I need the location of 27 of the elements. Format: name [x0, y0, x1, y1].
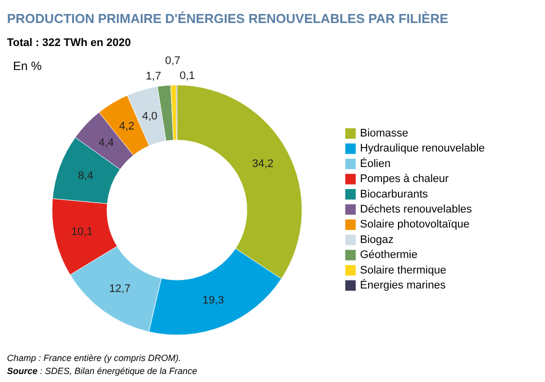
- data-label: 0,7: [165, 55, 180, 68]
- chart-subtitle: Total : 322 TWh en 2020: [7, 37, 131, 49]
- legend-label: Pompes à chaleur: [360, 173, 449, 186]
- legend-label: Solaire photovoltaïque: [360, 218, 470, 231]
- legend-label: Énergies marines: [360, 278, 446, 292]
- text: Champ : France entière (y compris DROM).: [7, 352, 182, 365]
- text: Source : SDES, Bilan énergétique de la France: [7, 365, 198, 378]
- legend-label: Biocarburants: [360, 188, 428, 200]
- data-label: 19,3: [202, 294, 224, 307]
- legend-label: Hydraulique renouvelable: [360, 142, 485, 155]
- chart-title: PRODUCTION PRIMAIRE D'ÉNERGIES RENOUVELABLES PAR FILIÈRE: [7, 11, 448, 26]
- data-label: 8,4: [78, 170, 94, 182]
- legend-label: Éolien: [360, 156, 391, 170]
- data-label: 34,2: [252, 158, 274, 170]
- legend-label: Biomasse: [360, 128, 408, 140]
- legend-label: Déchets renouvelables: [360, 204, 472, 216]
- data-label: 4,0: [142, 110, 158, 122]
- data-label: 4,4: [98, 136, 114, 149]
- legend-label: Solaire thermique: [360, 264, 446, 276]
- data-label: 0,1: [180, 70, 195, 82]
- data-label: 10,1: [71, 226, 93, 238]
- text: En %: [13, 59, 42, 73]
- legend-label: Géothermie: [360, 249, 418, 262]
- data-label: 4,2: [119, 120, 134, 132]
- data-label: 12,7: [109, 282, 131, 295]
- data-label: 1,7: [146, 70, 162, 83]
- legend-label: Biogaz: [360, 234, 394, 246]
